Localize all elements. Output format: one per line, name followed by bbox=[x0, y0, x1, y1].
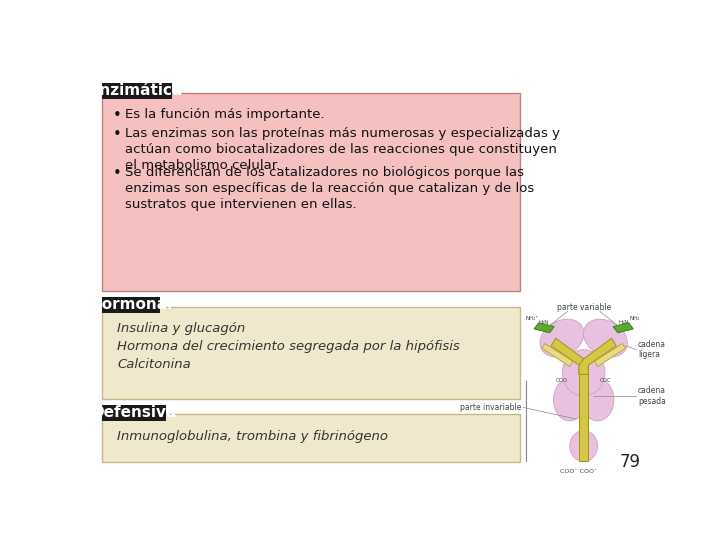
Text: parte variable: parte variable bbox=[557, 303, 611, 313]
Text: NH₂: NH₂ bbox=[629, 316, 640, 321]
Text: Enzimática: Enzimática bbox=[90, 83, 184, 98]
Text: H₂N: H₂N bbox=[618, 320, 629, 325]
Text: Hormonal: Hormonal bbox=[89, 298, 173, 313]
Text: COO⁻ COO⁻: COO⁻ COO⁻ bbox=[560, 469, 598, 474]
Ellipse shape bbox=[554, 379, 586, 421]
Text: •: • bbox=[112, 109, 121, 124]
Text: Se diferencian de los catalizadores no biológicos porque las
enzimas son específ: Se diferencian de los catalizadores no b… bbox=[125, 166, 534, 211]
Polygon shape bbox=[595, 343, 626, 367]
Ellipse shape bbox=[540, 319, 584, 357]
Text: parte invariable: parte invariable bbox=[460, 403, 522, 412]
Text: •: • bbox=[112, 166, 121, 181]
Text: COO: COO bbox=[556, 378, 568, 383]
Polygon shape bbox=[613, 323, 634, 333]
FancyBboxPatch shape bbox=[102, 297, 161, 313]
Text: COC: COC bbox=[600, 378, 611, 383]
Text: Defensiva: Defensiva bbox=[91, 406, 176, 420]
Text: Inmunoglobulina, trombina y fibrinógeno: Inmunoglobulina, trombina y fibrinógeno bbox=[117, 430, 388, 443]
FancyBboxPatch shape bbox=[102, 404, 166, 421]
Polygon shape bbox=[579, 373, 588, 461]
Text: Insulina y glucagón
Hormona del crecimiento segregada por la hipófisis
Calcitoni: Insulina y glucagón Hormona del crecimie… bbox=[117, 322, 460, 372]
Text: cadena
ligera: cadena ligera bbox=[638, 340, 666, 360]
Ellipse shape bbox=[562, 350, 605, 396]
Text: •: • bbox=[112, 127, 121, 141]
Text: 79: 79 bbox=[619, 454, 640, 471]
Text: H₂N: H₂N bbox=[538, 320, 549, 325]
Text: Es la función más importante.: Es la función más importante. bbox=[125, 109, 325, 122]
Polygon shape bbox=[534, 323, 554, 333]
FancyBboxPatch shape bbox=[102, 307, 520, 399]
Ellipse shape bbox=[570, 430, 598, 461]
FancyBboxPatch shape bbox=[102, 83, 172, 99]
Text: NH₂⁺: NH₂⁺ bbox=[526, 316, 539, 321]
Polygon shape bbox=[551, 338, 588, 374]
FancyBboxPatch shape bbox=[102, 414, 520, 462]
Text: Las enzimas son las proteínas más numerosas y especializadas y
actúan como bioca: Las enzimas son las proteínas más numero… bbox=[125, 127, 560, 172]
FancyBboxPatch shape bbox=[102, 92, 520, 291]
Ellipse shape bbox=[583, 319, 627, 357]
Polygon shape bbox=[542, 343, 573, 367]
Polygon shape bbox=[579, 338, 616, 374]
Text: cadena
pesada: cadena pesada bbox=[638, 386, 666, 406]
Ellipse shape bbox=[581, 379, 614, 421]
